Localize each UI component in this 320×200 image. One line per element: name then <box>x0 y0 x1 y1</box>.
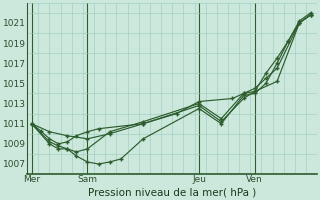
X-axis label: Pression niveau de la mer( hPa ): Pression niveau de la mer( hPa ) <box>88 187 256 197</box>
